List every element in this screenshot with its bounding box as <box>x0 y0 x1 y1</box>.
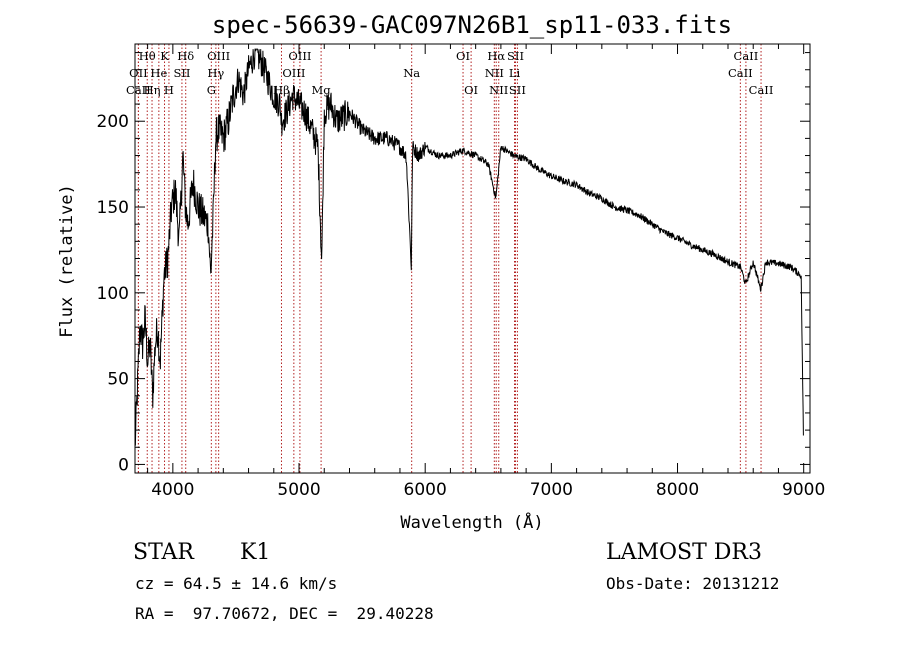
line-label: Hα <box>487 49 505 63</box>
line-label: Hγ <box>207 66 224 80</box>
line-label: NII <box>485 66 504 80</box>
line-label: He <box>150 66 167 80</box>
line-label: G <box>207 83 216 97</box>
y-tick-label: 200 <box>97 112 129 132</box>
line-label: Hη <box>144 83 161 97</box>
plot-frame <box>134 43 811 474</box>
x-tick-label: 6000 <box>404 480 447 500</box>
line-label: CaII <box>749 83 774 97</box>
object-subclass: K1 <box>240 540 271 565</box>
y-axis-label: Flux (relative) <box>57 184 77 338</box>
line-label: Na <box>403 66 420 80</box>
y-tick-label: 0 <box>118 455 129 475</box>
line-label: Hδ <box>177 49 194 63</box>
line-label: NII <box>489 83 508 97</box>
line-label: OIII <box>288 49 311 63</box>
line-label: OII <box>129 66 148 80</box>
line-label: SII <box>509 83 526 97</box>
line-label: Hθ <box>139 49 156 63</box>
line-label: Li <box>509 66 521 80</box>
x-tick-label: 5000 <box>277 480 320 500</box>
line-label: OI <box>456 49 470 63</box>
x-tick-label: 9000 <box>782 480 825 500</box>
chart-title: spec-56639-GAC097N26B1_sp11-033.fits <box>212 11 732 39</box>
y-tick-label: 150 <box>97 198 129 218</box>
line-label: Mg <box>312 83 332 97</box>
observation-date: Obs-Date: 20131212 <box>606 574 780 593</box>
line-label: OIII <box>282 66 305 80</box>
line-label: OI <box>464 83 478 97</box>
survey-name: LAMOST DR3 <box>606 540 762 565</box>
line-label: H <box>164 83 174 97</box>
axis-ticks: 4000 5000 6000 7000 8000 9000 0 50 100 150 200 <box>97 44 825 500</box>
y-tick-label: 50 <box>107 370 129 390</box>
line-label: CaII <box>126 83 151 97</box>
object-class: STAR <box>133 540 194 565</box>
y-tick-label: 100 <box>97 284 129 304</box>
line-markers <box>137 44 762 473</box>
line-label: OIII <box>207 49 230 63</box>
line-label: SII <box>173 66 190 80</box>
line-label: CaII <box>734 49 759 63</box>
spectrum-line <box>134 48 804 446</box>
x-axis-label: Wavelength (Å) <box>400 511 543 533</box>
x-tick-label: 8000 <box>656 480 699 500</box>
line-label: K <box>160 49 169 63</box>
x-tick-label: 4000 <box>151 480 194 500</box>
coordinates: RA = 97.70672, DEC = 29.40228 <box>135 604 434 623</box>
line-label: CaII <box>728 66 753 80</box>
redshift-velocity: cz = 64.5 ± 14.6 km/s <box>135 574 338 593</box>
x-tick-label: 7000 <box>530 480 573 500</box>
line-label: SII <box>507 49 524 63</box>
